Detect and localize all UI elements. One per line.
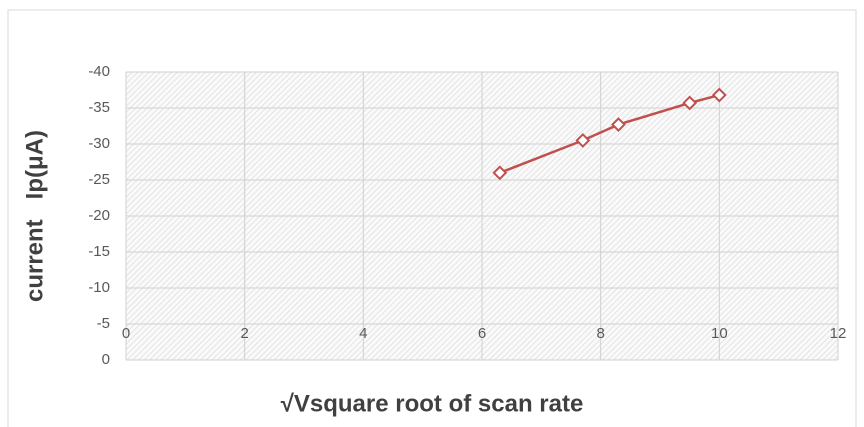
x-tick-label: 6 [478,325,486,342]
y-tick-label: -25 [88,171,110,188]
y-tick-label: 0 [102,351,110,368]
y-tick-label: -20 [88,207,110,224]
x-tick-label: 0 [122,325,130,342]
y-tick-label: -10 [88,279,110,296]
x-tick-label: 8 [596,325,604,342]
x-tick-label: 12 [830,325,847,342]
data-point [611,117,626,132]
x-tick-label: 2 [240,325,248,342]
data-point [492,165,508,181]
x-tick-label: 4 [359,325,367,342]
y-tick-label: -5 [97,315,110,332]
x-axis-label: √Vsquare root of scan rate [281,390,584,417]
y-tick-label: -30 [88,135,110,152]
data-point [682,95,698,111]
y-tick-label: -15 [88,243,110,260]
y-tick-label: -40 [88,63,110,80]
data-point [711,87,727,103]
y-tick-label: -35 [88,99,110,116]
y-axis-label: current Ip(μA) [21,130,48,302]
chart-border [7,9,857,427]
x-tick-label: 10 [711,325,728,342]
data-point [575,132,591,148]
